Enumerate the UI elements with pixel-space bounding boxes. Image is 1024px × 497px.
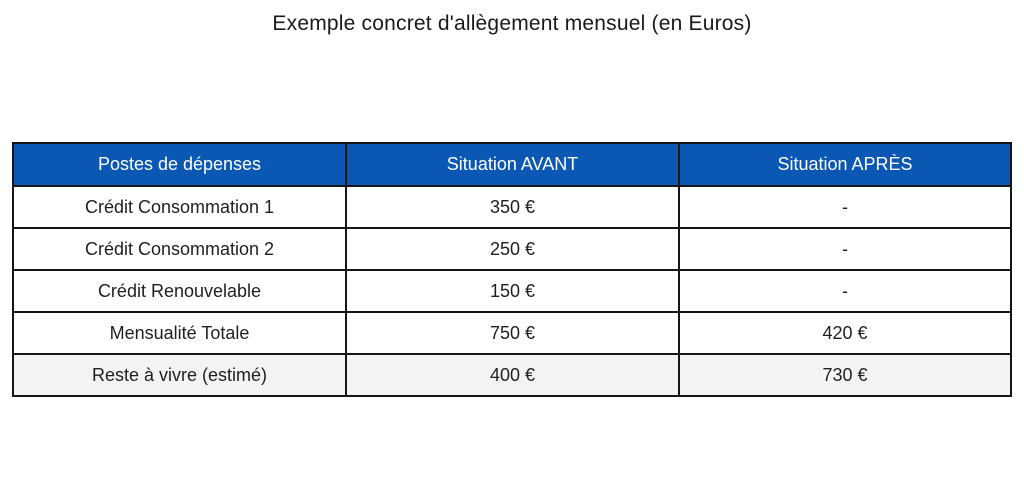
cell-apres: 420 € <box>678 311 1012 355</box>
column-header-situation-avant: Situation AVANT <box>345 142 680 187</box>
cell-avant: 250 € <box>345 227 680 271</box>
table-row-mensualite-totale: Mensualité Totale 750 € 420 € <box>12 311 1012 355</box>
column-header-situation-apres: Situation APRÈS <box>678 142 1012 187</box>
cell-avant: 750 € <box>345 311 680 355</box>
cell-avant: 150 € <box>345 269 680 313</box>
cell-apres: 730 € <box>678 353 1012 397</box>
cell-apres: - <box>678 185 1012 229</box>
table-row-reste-a-vivre: Reste à vivre (estimé) 400 € 730 € <box>12 353 1012 397</box>
cell-label: Crédit Consommation 1 <box>12 185 347 229</box>
expenses-table: Postes de dépenses Situation AVANT Situa… <box>12 142 1012 397</box>
cell-apres: - <box>678 269 1012 313</box>
cell-apres: - <box>678 227 1012 271</box>
cell-label: Crédit Consommation 2 <box>12 227 347 271</box>
page-title: Exemple concret d'allègement mensuel (en… <box>272 12 752 35</box>
table-header-row: Postes de dépenses Situation AVANT Situa… <box>12 142 1012 187</box>
table-row-credit-renouvelable: Crédit Renouvelable 150 € - <box>12 269 1012 313</box>
table-row-credit-consommation-2: Crédit Consommation 2 250 € - <box>12 227 1012 271</box>
cell-label: Mensualité Totale <box>12 311 347 355</box>
column-header-postes-de-depenses: Postes de dépenses <box>12 142 347 187</box>
table-row-credit-consommation-1: Crédit Consommation 1 350 € - <box>12 185 1012 229</box>
cell-avant: 400 € <box>345 353 680 397</box>
cell-label: Crédit Renouvelable <box>12 269 347 313</box>
cell-label: Reste à vivre (estimé) <box>12 353 347 397</box>
cell-avant: 350 € <box>345 185 680 229</box>
